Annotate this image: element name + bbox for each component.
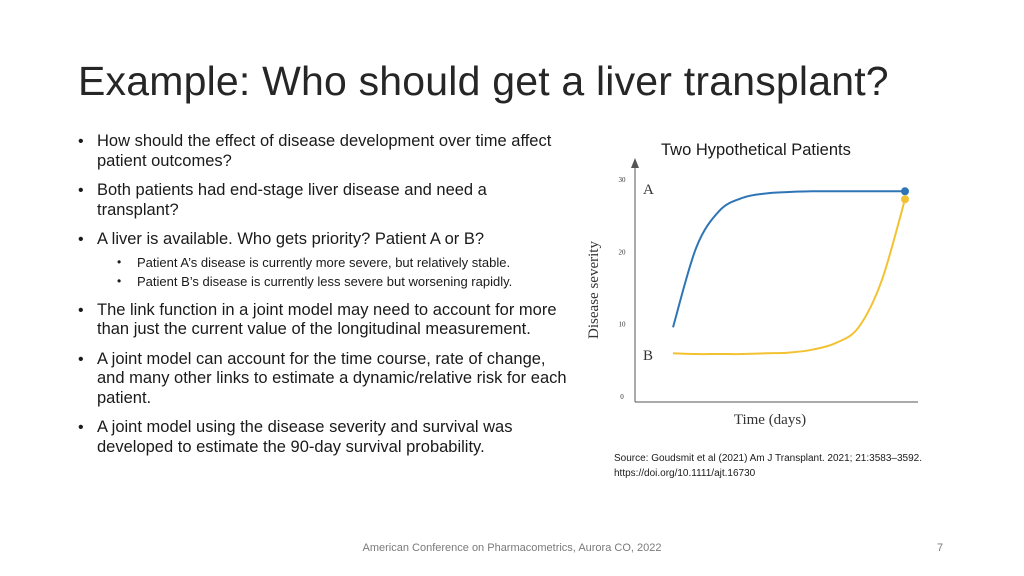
series-group: AB: [643, 182, 909, 364]
y-tick-label: 10: [619, 321, 627, 329]
subbullet-list: Patient A’s disease is currently more se…: [97, 253, 568, 291]
bullet-item: A joint model can account for the time c…: [78, 350, 568, 409]
y-tick-label: 0: [620, 393, 624, 401]
bullet-list: How should the effect of disease develop…: [78, 132, 568, 467]
series-line-a: [672, 190, 905, 328]
bullet-item: How should the effect of disease develop…: [78, 132, 568, 171]
series-endpoint-a: [901, 187, 909, 196]
series-label-b: B: [643, 348, 653, 364]
source-line: Source: Goudsmit et al (2021) Am J Trans…: [614, 453, 922, 464]
subbullet-item: Patient B’s disease is currently less se…: [117, 272, 568, 291]
source-citation: Source: Goudsmit et al (2021) Am J Trans…: [614, 451, 922, 481]
y-tick-label: 30: [619, 176, 627, 184]
series-endpoint-b: [901, 195, 909, 204]
bullet-item: A joint model using the disease severity…: [78, 418, 568, 457]
y-tick-label: 20: [619, 248, 627, 256]
chart-axes: [631, 158, 918, 403]
chart-title: Two Hypothetical Patients: [661, 141, 851, 159]
x-axis-label: Time (days): [734, 412, 806, 428]
source-doi: https://doi.org/10.1111/ajt.16730: [614, 468, 756, 479]
y-tick-labels: 0 10 20 30: [619, 176, 627, 401]
bullet-item: The link function in a joint model may n…: [78, 301, 568, 340]
series-line-b: [672, 199, 906, 356]
bullet-item: A liver is available. Who gets priority?…: [78, 230, 568, 291]
bullet-item: Both patients had end-stage liver diseas…: [78, 181, 568, 220]
series-label-a: A: [643, 182, 654, 198]
subbullet-item: Patient A’s disease is currently more se…: [117, 253, 568, 272]
page-number: 7: [936, 542, 944, 554]
footer: American Conference on Pharmacometrics, …: [362, 542, 662, 554]
y-axis-label: Disease severity: [586, 241, 602, 339]
bullet-text: A liver is available. Who gets priority?…: [97, 230, 485, 248]
slide-title: Example: Who should get a liver transpla…: [78, 58, 889, 104]
y-axis-arrow: [631, 158, 639, 168]
